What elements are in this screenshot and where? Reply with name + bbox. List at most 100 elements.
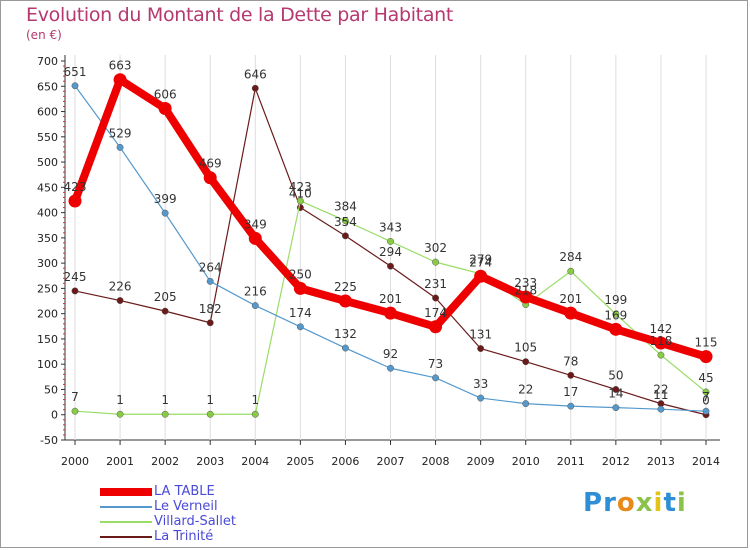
data-label: 349 xyxy=(244,217,267,231)
y-tick-label: 450 xyxy=(37,181,58,194)
logo-letter: t xyxy=(663,488,677,518)
data-label: 302 xyxy=(424,241,447,255)
logo-letter: o xyxy=(616,488,636,518)
logo-letter: i xyxy=(676,488,687,518)
data-label: 201 xyxy=(379,292,402,306)
chart-title: Evolution du Montant de la Dette par Hab… xyxy=(26,4,454,26)
data-label: 14 xyxy=(608,387,623,401)
data-label: 182 xyxy=(199,302,222,316)
data-label: 410 xyxy=(289,187,312,201)
data-label: 115 xyxy=(695,336,718,350)
data-point xyxy=(702,407,710,415)
data-label: 174 xyxy=(289,306,312,320)
data-point xyxy=(251,84,259,92)
data-point xyxy=(477,345,485,352)
data-point xyxy=(203,171,217,185)
data-label: 245 xyxy=(64,270,87,284)
x-tick-label: 2000 xyxy=(61,455,89,468)
data-point xyxy=(251,302,259,310)
y-tick-label: 100 xyxy=(37,358,58,371)
data-label: 22 xyxy=(518,383,533,397)
legend-swatch-le-verneil xyxy=(100,506,152,508)
proxiti-logo: Proxiti xyxy=(583,488,687,518)
data-point xyxy=(116,143,124,151)
data-point xyxy=(474,269,488,283)
data-label: 118 xyxy=(649,334,672,348)
x-tick-label: 2011 xyxy=(557,455,585,468)
data-point xyxy=(161,307,169,315)
data-point xyxy=(564,306,578,320)
data-label: 169 xyxy=(604,308,627,322)
data-label: 132 xyxy=(334,327,357,341)
y-tick-label: 0 xyxy=(51,409,58,422)
data-label: 17 xyxy=(563,385,578,399)
data-label: 294 xyxy=(379,245,402,259)
data-label: 274 xyxy=(469,255,492,269)
data-point xyxy=(567,371,575,379)
data-label: 78 xyxy=(563,354,578,368)
data-point xyxy=(206,277,214,285)
data-point xyxy=(567,402,575,410)
x-tick-label: 2005 xyxy=(286,455,314,468)
data-label: 218 xyxy=(514,284,537,298)
x-tick-label: 2013 xyxy=(647,455,675,468)
data-label: 651 xyxy=(64,65,87,79)
y-tick-label: 500 xyxy=(37,156,58,169)
logo-letter: i xyxy=(653,488,664,518)
data-point xyxy=(654,336,668,350)
data-point xyxy=(612,386,620,393)
data-label: 343 xyxy=(379,220,402,234)
data-label: 384 xyxy=(334,200,357,214)
y-tick-label: 200 xyxy=(37,308,58,321)
data-label: 7 xyxy=(71,390,79,404)
data-point xyxy=(341,232,349,240)
data-point xyxy=(519,290,533,304)
data-label: 11 xyxy=(653,388,668,402)
data-label: 199 xyxy=(604,293,627,307)
data-label: 1 xyxy=(206,393,214,407)
x-tick-label: 2014 xyxy=(692,455,720,468)
x-tick-label: 2008 xyxy=(422,455,450,468)
legend-swatch-la-trinite xyxy=(100,536,152,538)
data-point xyxy=(206,410,214,418)
data-point xyxy=(432,258,440,266)
data-point xyxy=(522,358,530,366)
data-point xyxy=(522,400,530,408)
data-label: 174 xyxy=(424,306,447,320)
data-label: 205 xyxy=(154,290,177,304)
data-point xyxy=(612,310,620,318)
data-label: 201 xyxy=(559,292,582,306)
data-point xyxy=(161,209,169,217)
data-label: 22 xyxy=(653,383,668,397)
data-point xyxy=(384,306,397,320)
x-tick-label: 2007 xyxy=(377,455,405,468)
y-tick-label: 600 xyxy=(37,106,58,119)
data-label: 45 xyxy=(698,371,713,385)
data-point xyxy=(612,404,620,412)
legend-label-la-table: LA TABLE xyxy=(154,484,215,499)
data-label: 50 xyxy=(608,368,623,382)
data-point xyxy=(387,364,394,372)
data-label: 606 xyxy=(154,88,177,102)
data-label: 92 xyxy=(383,347,398,361)
logo-letter: r xyxy=(603,488,617,518)
data-label: 142 xyxy=(649,322,672,336)
data-label: 284 xyxy=(559,250,582,264)
data-point xyxy=(251,410,259,418)
legend-label-la-trinite: La Trinité xyxy=(154,529,214,544)
y-tick-label: 700 xyxy=(37,55,58,68)
data-point xyxy=(699,350,713,364)
data-point xyxy=(71,287,79,295)
data-point xyxy=(71,82,79,90)
data-label: 225 xyxy=(334,280,357,294)
legend-label-le-verneil: Le Verneil xyxy=(154,499,218,514)
x-tick-label: 2004 xyxy=(241,455,269,468)
data-label: 354 xyxy=(334,215,357,229)
x-tick-label: 2001 xyxy=(106,455,134,468)
y-tick-label: 550 xyxy=(37,131,58,144)
data-label: 663 xyxy=(109,59,132,73)
x-tick-label: 2010 xyxy=(512,455,540,468)
data-label: 1 xyxy=(161,393,169,407)
data-point xyxy=(116,297,124,304)
